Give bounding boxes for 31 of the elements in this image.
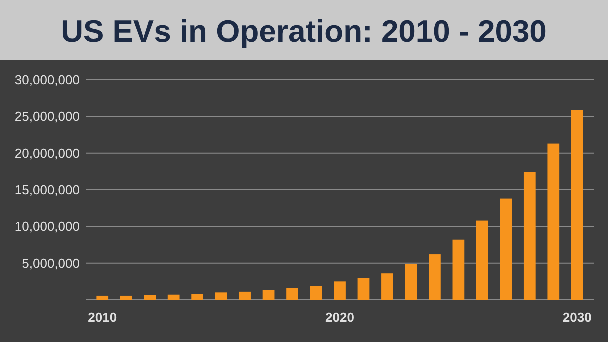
bar	[144, 295, 156, 300]
bar	[524, 172, 536, 300]
x-tick-label: 2020	[326, 310, 354, 325]
bar	[239, 292, 251, 300]
y-tick-label: 5,000,000	[22, 256, 80, 271]
bar	[382, 274, 394, 300]
bar	[571, 110, 584, 300]
bar	[286, 288, 298, 300]
bar	[168, 294, 180, 300]
bar	[452, 240, 465, 300]
y-tick-label: 20,000,000	[14, 146, 80, 161]
bar	[310, 286, 322, 300]
y-tick-label: 25,000,000	[14, 109, 80, 124]
y-tick-label: 10,000,000	[14, 219, 80, 234]
bar	[192, 294, 204, 300]
bar	[334, 282, 346, 300]
y-tick-label: 15,000,000	[14, 182, 80, 198]
bar	[215, 292, 228, 300]
bar	[429, 254, 441, 300]
chart-title: US EVs in Operation: 2010 - 2030	[61, 14, 547, 49]
bar	[120, 296, 132, 300]
bar	[476, 220, 488, 300]
bar	[262, 290, 275, 300]
bar	[405, 264, 418, 300]
bar	[500, 198, 512, 300]
bar	[96, 296, 109, 300]
x-tick-label: 2010	[88, 310, 118, 325]
bar	[358, 278, 370, 300]
y-tick-label: 30,000,000	[14, 72, 80, 88]
x-tick-label: 2030	[562, 310, 592, 325]
bar	[548, 144, 560, 300]
